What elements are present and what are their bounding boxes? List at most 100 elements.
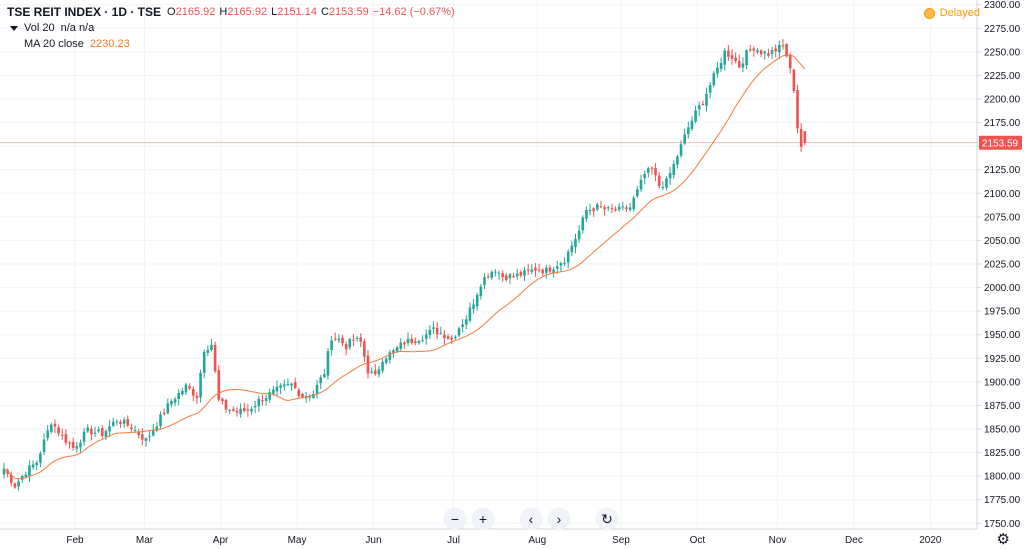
candle-body — [137, 431, 140, 435]
candle-body — [308, 396, 312, 398]
candle-body — [461, 324, 464, 327]
candle-body — [71, 441, 75, 448]
candle-body — [745, 50, 748, 66]
chart-navigation: − + ‹ › ↻ — [444, 508, 618, 530]
candle-body — [428, 329, 432, 335]
candle-body — [734, 57, 737, 62]
candle-body — [42, 439, 46, 453]
candle-body — [614, 208, 617, 211]
candle-body — [210, 344, 213, 351]
candle-body — [537, 269, 541, 271]
candle-body — [290, 383, 293, 386]
candle-body — [286, 384, 290, 386]
volume-legend[interactable]: Vol 20 n/a n/a — [7, 22, 94, 34]
open-value: 2165.92 — [175, 6, 216, 18]
candle-body — [108, 426, 111, 432]
candle-body — [701, 103, 705, 105]
scroll-forward-button[interactable]: › — [548, 508, 570, 530]
candle-body — [363, 341, 366, 357]
reset-chart-button[interactable]: ↻ — [596, 508, 618, 530]
candle-body — [388, 352, 392, 360]
candle-body — [683, 134, 686, 144]
candle-body — [566, 251, 570, 263]
candle-body — [690, 120, 694, 130]
candle-body — [173, 399, 177, 403]
candle-body — [716, 67, 719, 74]
candle-body — [162, 412, 166, 414]
price-tick-label: 1975.00 — [984, 307, 1021, 318]
candle-body — [155, 426, 159, 431]
candle-body — [242, 408, 246, 412]
candle-body — [439, 333, 443, 335]
symbol-legend: TSE REIT INDEX · 1D · TSE O 2165.92 H 2165… — [7, 5, 455, 19]
candle-body — [803, 131, 807, 143]
candle-body — [31, 464, 35, 468]
candle-body — [86, 427, 90, 432]
price-tick-label: 2025.00 — [984, 260, 1021, 271]
symbol-title[interactable]: TSE REIT INDEX · 1D · TSE — [7, 5, 162, 19]
candle-body — [661, 187, 665, 189]
candle-body — [370, 371, 373, 373]
ma-legend[interactable]: MA 20 close 2230.23 — [24, 38, 130, 50]
candle-body — [100, 428, 104, 437]
candle-body — [377, 369, 381, 375]
candle-body — [2, 468, 6, 475]
candle-body — [224, 400, 228, 410]
candle-body — [530, 269, 534, 272]
candle-body — [373, 370, 377, 375]
candle-body — [406, 338, 410, 344]
candle-body — [202, 351, 206, 373]
candle-body — [676, 156, 679, 165]
time-tick-label: Feb — [66, 535, 84, 546]
candle-body — [282, 384, 286, 387]
candle-body — [668, 173, 672, 179]
candle-body — [53, 423, 57, 427]
candle-body — [297, 389, 301, 396]
zoom-in-button[interactable]: + — [472, 508, 494, 530]
candle-body — [57, 427, 60, 434]
candle-body — [213, 344, 217, 372]
candle-body — [457, 328, 461, 336]
candle-body — [559, 263, 563, 266]
time-axis: Feb Mar Apr May Jun Jul Aug Sep Oct Nov Dec 2020 — [66, 535, 942, 546]
candle-body — [264, 398, 268, 401]
candle-body — [301, 393, 304, 398]
time-tick-label: Dec — [845, 535, 863, 546]
candle-body — [636, 189, 639, 197]
gear-icon[interactable]: ⚙ — [996, 531, 1010, 548]
zoom-out-button[interactable]: − — [444, 508, 466, 530]
price-tick-label: 2000.00 — [984, 283, 1021, 294]
candle-body — [588, 209, 592, 211]
price-axis: 1750.00 1775.00 1800.00 1825.00 1850.00 1875.… — [977, 0, 1021, 530]
collapse-caret-icon[interactable] — [10, 25, 18, 31]
delayed-badge[interactable]: Delayed — [923, 7, 980, 19]
candle-body — [767, 53, 770, 56]
candle-body — [384, 358, 388, 363]
candle-body — [778, 45, 781, 53]
candle-body — [199, 372, 202, 398]
price-tick-label: 1800.00 — [984, 472, 1021, 483]
price-tick-label: 1925.00 — [984, 354, 1021, 365]
candle-body — [657, 175, 661, 187]
candle-body — [272, 389, 275, 394]
candle-body — [545, 267, 548, 273]
candle-body — [392, 350, 395, 353]
candle-body — [421, 339, 424, 341]
chevron-left-icon: ‹ — [528, 511, 534, 527]
candle-body — [130, 427, 133, 430]
candle-body — [483, 277, 486, 286]
candle-body — [111, 421, 115, 426]
delayed-dot-icon — [923, 7, 935, 19]
candle-body — [606, 207, 610, 209]
candle-body — [75, 446, 79, 449]
candle-body — [60, 434, 64, 436]
candle-body — [46, 430, 49, 438]
candle-body — [552, 269, 555, 273]
candle-body — [410, 338, 413, 343]
candle-body — [250, 408, 253, 412]
candle-body — [519, 271, 523, 276]
scroll-back-button[interactable]: ‹ — [520, 508, 542, 530]
price-tick-label: 1875.00 — [984, 401, 1021, 412]
candle-body — [526, 269, 530, 271]
